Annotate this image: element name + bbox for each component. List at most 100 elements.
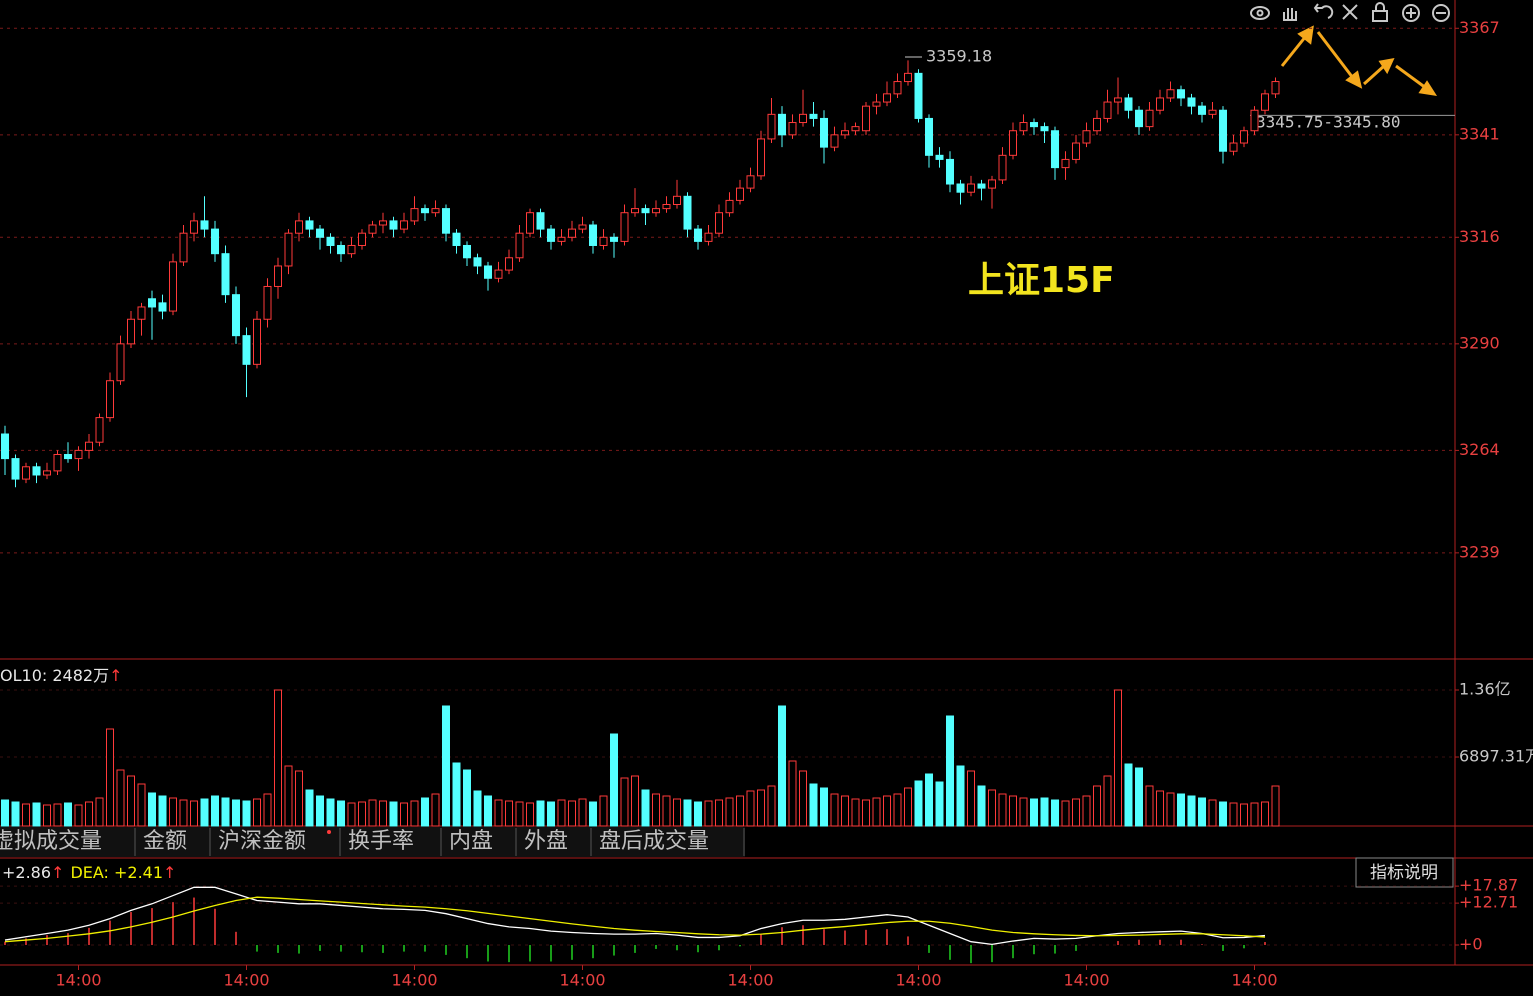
candle-body [368,224,377,234]
candle-body [179,232,188,263]
candle-body [767,113,776,140]
hand-icon[interactable] [1283,8,1297,21]
candle-body [893,81,902,95]
lock-icon[interactable] [1372,10,1388,22]
candle-body [431,208,440,214]
candle-body [547,228,555,242]
tab-label[interactable]: 虚拟成交量 [0,829,102,854]
candle-body [515,232,524,259]
tab-label[interactable]: 沪深金额 [218,829,306,854]
candle-body [862,105,870,132]
volume-bar [473,790,482,827]
price-line-label: 3345.75-3345.80 [1256,113,1401,132]
y-tick-label: 1.36亿 [1459,680,1511,699]
cut-icon[interactable] [1342,4,1358,20]
y-tick-label: 3239 [1459,542,1500,561]
zoom-out-icon[interactable] [1432,4,1450,22]
candle-body [988,179,996,189]
volume-bar [106,728,114,827]
candle-body [116,343,125,382]
volume-bar [620,777,629,827]
volume-bar [337,800,345,827]
candle-body [389,220,398,230]
candle-body [1019,122,1028,132]
candle-body [473,257,482,267]
candle-body [53,453,62,472]
volume-bar [515,801,524,827]
candle-body [1187,97,1196,107]
volume-bar [1145,785,1154,827]
candle-body [85,441,93,451]
volume-bar [169,797,177,827]
candle-body [641,208,650,214]
tab-badge [327,830,331,834]
candle-body [1051,130,1059,169]
y-tick-label: +0 [1459,934,1483,953]
volume-bar [211,795,219,827]
tab-label[interactable]: 换手率 [348,829,414,854]
x-tick-label: 14:00 [391,971,437,990]
dea-legend: DEA: +2.41 [70,863,163,882]
volume-bar [694,801,702,827]
volume-bar [547,801,555,827]
candle-body [620,212,629,242]
volume-bar [400,802,408,827]
candle-body [610,236,618,242]
tab-label[interactable]: 内盘 [449,829,493,854]
candle-body [1156,97,1164,111]
candle-body [904,72,912,83]
candle-body [242,335,251,365]
volume-bar [568,800,576,827]
volume-bar [1166,792,1175,827]
indicator-button[interactable] [1355,857,1454,888]
volume-bar [1177,793,1185,827]
volume-bar [1198,797,1206,827]
candle-body [1208,109,1217,115]
candle-body [64,453,72,460]
undo-icon[interactable] [1313,3,1334,19]
y-tick-label: 3341 [1459,124,1500,143]
y-tick-label: +12.71 [1459,893,1518,912]
eye-icon[interactable] [1250,6,1270,20]
tab-label[interactable]: 金额 [143,829,187,854]
tab-group: 虚拟成交量 金额 沪深金额 换手率 内盘 外盘 盘后成交量 [0,828,745,856]
volume-bar [410,800,419,827]
volume-bar [956,765,965,827]
volume-bar [641,789,650,827]
candle-body [788,122,797,136]
candle-body [1177,89,1185,99]
arrow-head [1297,25,1314,45]
tab-label[interactable]: 外盘 [524,829,568,854]
candle-body [568,228,576,238]
candle-body [1082,130,1091,144]
lock-shackle [1375,2,1385,11]
candle-body [484,265,492,279]
volume-bar [85,801,93,827]
volume-bar [442,705,450,827]
volume-bar [494,799,503,827]
volume-bar [263,793,272,827]
volume-bar [809,783,818,827]
volume-bar [1009,795,1017,827]
volume-bar [11,801,20,827]
zoom-in-icon[interactable] [1402,4,1420,22]
volume-bar [914,780,923,827]
volume-bar [1124,763,1133,827]
tab-label[interactable]: 盘后成交量 [599,829,709,854]
volume-bar [683,799,692,827]
candle-body [1166,89,1175,99]
candle-body [347,244,356,255]
volume-bar [158,795,167,827]
volume-bar [862,799,870,827]
volume-bar [599,795,608,827]
indicator-button-label[interactable]: 指标说明 [1370,863,1438,883]
candle-body [190,220,198,234]
candle-body [1229,142,1238,152]
volume-bar [232,799,240,827]
candle-body [148,298,156,308]
candle-body [736,187,744,201]
volume-bar [379,800,387,827]
volume-bar [1271,785,1280,827]
candle-body [925,117,933,156]
